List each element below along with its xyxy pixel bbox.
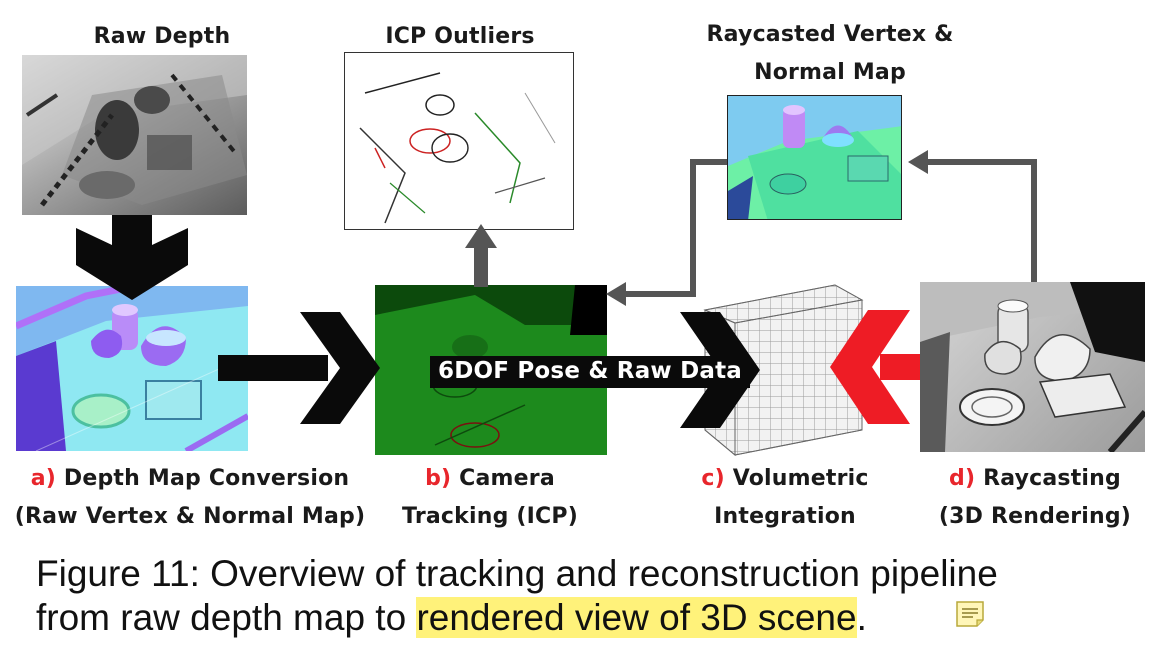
raycasted-normal-map-image — [727, 95, 902, 220]
step-a-letter: a) — [30, 466, 57, 491]
step-c-label: c) Volumetric — [675, 466, 895, 491]
icp-outliers-label: ICP Outliers — [385, 24, 535, 49]
step-b-letter: b) — [425, 466, 452, 491]
raycasted-normal-scene — [728, 96, 901, 219]
red-arrow-head — [830, 310, 910, 424]
raycasting-scene — [920, 282, 1145, 452]
step-d-label: d) Raycasting — [915, 466, 1155, 491]
caption-suffix: . — [856, 597, 867, 638]
normal-map-image — [16, 286, 248, 451]
raycasted-map-label-line2: Normal Map — [754, 60, 906, 85]
step-a-sub: (Raw Vertex & Normal Map) — [14, 504, 366, 529]
connector-tracking-head — [606, 282, 626, 306]
step-d-letter: d) — [949, 466, 976, 491]
pose-raw-data-label: 6DOF Pose & Raw Data — [438, 358, 742, 384]
step-a-line1: Depth Map Conversion — [63, 466, 350, 491]
step-b-line1: Camera — [459, 466, 555, 491]
connector-normal-to-tracking — [620, 159, 727, 297]
raw-depth-scene — [22, 55, 247, 207]
normal-map-scene — [16, 286, 248, 451]
step-a-label: a) Depth Map Conversion — [0, 466, 380, 491]
connector-raycast-up — [918, 159, 1037, 282]
step-c-line1: Volumetric — [732, 466, 869, 491]
figure-caption-line1: Figure 11: Overview of tracking and reco… — [36, 553, 998, 594]
sticky-note-icon[interactable] — [955, 600, 985, 628]
icp-outliers-image — [344, 52, 574, 230]
raycasted-map-label-line1: Raycasted Vertex & — [706, 22, 954, 47]
red-arrow-shaft — [880, 354, 920, 380]
icp-outliers-scene — [359, 72, 556, 224]
step-d-line1: Raycasting — [983, 466, 1121, 491]
raw-depth-image — [22, 55, 247, 215]
caption-prefix: from raw depth map to — [36, 597, 417, 638]
raw-depth-label: Raw Depth — [93, 24, 231, 49]
step-c-letter: c) — [701, 466, 725, 491]
arrow-a-to-b-head — [300, 312, 380, 424]
arrow-to-outliers-shaft — [474, 242, 488, 287]
caption-highlight[interactable]: rendered view of 3D scene — [416, 597, 857, 638]
step-b-sub: Tracking (ICP) — [402, 504, 578, 529]
step-c-sub: Integration — [714, 504, 856, 529]
raycasting-render-image — [920, 282, 1145, 452]
step-b-label: b) Camera — [380, 466, 600, 491]
connector-raycast-head — [908, 150, 928, 174]
step-d-sub: (3D Rendering) — [938, 504, 1132, 529]
figure-caption-line2: from raw depth map to rendered view of 3… — [36, 596, 867, 639]
